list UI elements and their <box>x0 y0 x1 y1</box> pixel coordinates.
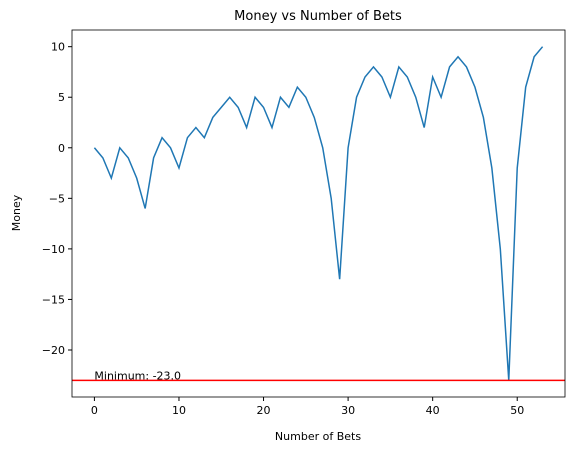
y-axis-label: Money <box>10 194 23 231</box>
min-annotation: Minimum: -23.0 <box>94 369 181 382</box>
x-tick-label: 40 <box>426 404 440 417</box>
y-tick-label: 0 <box>58 142 65 155</box>
y-tick-label: 5 <box>58 91 65 104</box>
x-axis-label: Number of Bets <box>275 430 361 443</box>
x-tick-label: 0 <box>91 404 98 417</box>
y-tick-label: −5 <box>49 192 65 205</box>
y-tick-label: 10 <box>51 41 65 54</box>
x-tick-label: 20 <box>257 404 271 417</box>
plot-frame <box>71 29 566 398</box>
y-tick-label: −10 <box>42 243 65 256</box>
y-tick-label: −20 <box>42 344 65 357</box>
y-tick-label: −15 <box>42 293 65 306</box>
x-tick-label: 50 <box>510 404 524 417</box>
x-tick-label: 10 <box>172 404 186 417</box>
chart-title: Money vs Number of Bets <box>234 9 402 24</box>
x-tick-label: 30 <box>341 404 355 417</box>
line <box>93 46 544 381</box>
